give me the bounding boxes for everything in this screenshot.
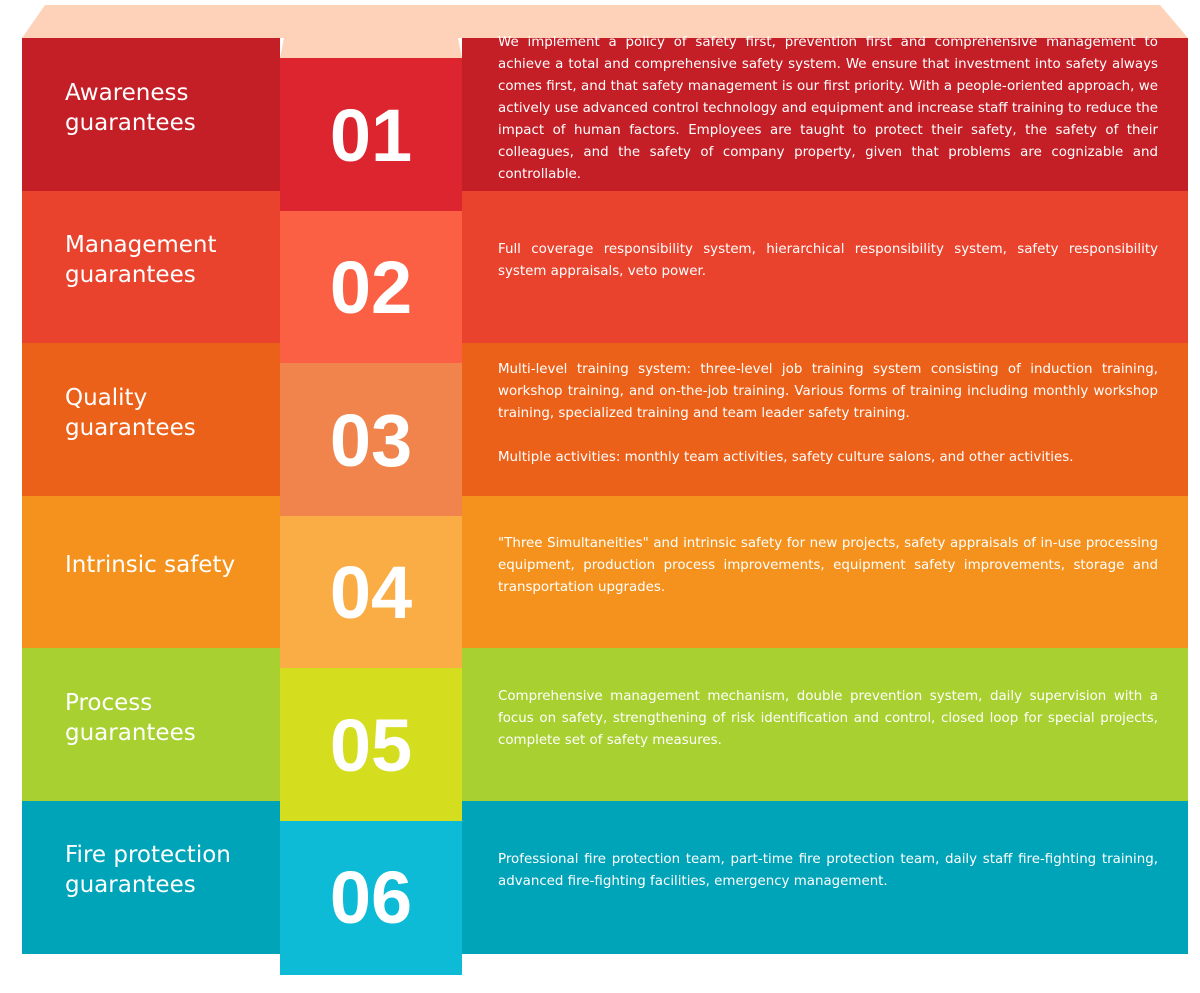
row-title-panel: Awareness guarantees — [22, 38, 280, 191]
row-title-panel: Intrinsic safety — [22, 495, 280, 649]
row-description-panel: "Three Simultaneities" and intrinsic saf… — [462, 495, 1188, 649]
row-description-panel: Multi-level training system: three-level… — [462, 343, 1188, 496]
row-number: 04 — [280, 515, 462, 670]
row-title: Quality guarantees — [65, 384, 196, 441]
row-title-panel: Management guarantees — [22, 190, 280, 344]
row-description: "Three Simultaneities" and intrinsic saf… — [498, 533, 1158, 599]
row-description-panel: Full coverage responsibility system, hie… — [462, 190, 1188, 344]
row-description: Full coverage responsibility system, hie… — [498, 239, 1158, 283]
row-number: 03 — [280, 363, 462, 517]
description-paragraph: Multiple activities: monthly team activi… — [498, 449, 1074, 465]
row-description: Professional fire protection team, part-… — [498, 849, 1158, 893]
row-title-panel: Quality guarantees — [22, 343, 280, 496]
top-slab — [22, 5, 1188, 58]
slab-shape — [22, 5, 1188, 58]
row-number: 06 — [280, 820, 462, 975]
row-description-panel: We implement a policy of safety first, p… — [462, 35, 1188, 191]
description-paragraph: Multi-level training system: three-level… — [498, 361, 1158, 421]
description-paragraph: Professional fire protection team, part-… — [498, 852, 1158, 889]
row-title: Fire protection guarantees — [65, 842, 231, 898]
row-description-panel: Professional fire protection team, part-… — [462, 800, 1188, 954]
row-number: 05 — [280, 668, 462, 822]
row-title: Management guarantees — [65, 232, 217, 288]
row-title-panel: Process guarantees — [22, 648, 280, 801]
row-title: Process guarantees — [65, 689, 196, 746]
row-description: We implement a policy of safety first, p… — [498, 32, 1158, 186]
row-title-panel: Fire protection guarantees — [22, 800, 280, 954]
row-title: Awareness guarantees — [65, 79, 196, 136]
description-paragraph: We implement a policy of safety first, p… — [498, 34, 1158, 182]
row-number: 01 — [280, 58, 462, 212]
row-title: Intrinsic safety — [65, 552, 236, 578]
description-paragraph: Full coverage responsibility system, hie… — [498, 242, 1158, 279]
row-number: 02 — [280, 210, 462, 365]
description-paragraph: "Three Simultaneities" and intrinsic saf… — [498, 536, 1158, 595]
row-description: Multi-level training system: three-level… — [498, 359, 1158, 469]
description-paragraph: Comprehensive management mechanism, doub… — [498, 688, 1158, 748]
row-description-panel: Comprehensive management mechanism, doub… — [462, 648, 1188, 801]
row-description: Comprehensive management mechanism, doub… — [498, 686, 1158, 752]
